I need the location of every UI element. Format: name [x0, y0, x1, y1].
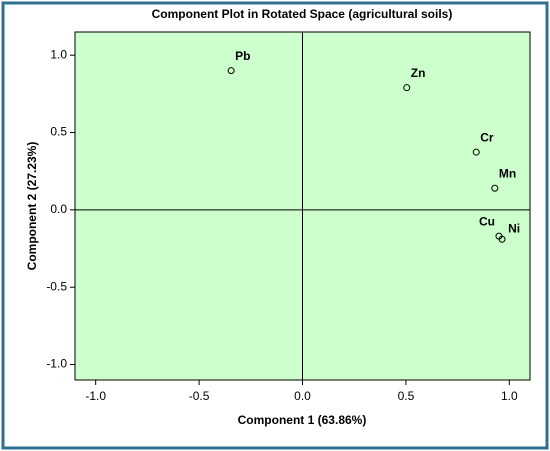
chart-title: Component Plot in Rotated Space (agricul… — [152, 7, 453, 21]
point-label: Zn — [411, 66, 426, 80]
x-tick-label: 1.0 — [501, 389, 518, 403]
point-label: Cr — [480, 130, 494, 144]
x-tick-label: 0.5 — [398, 389, 415, 403]
x-tick-label: -0.5 — [189, 389, 210, 403]
point — [498, 235, 506, 243]
point — [227, 67, 235, 75]
point — [403, 84, 411, 92]
point — [472, 148, 480, 156]
x-tick-label: 0.0 — [294, 389, 311, 403]
y-axis-label: Component 2 (27.23%) — [25, 142, 39, 271]
point-label: Pb — [235, 49, 250, 63]
y-tick-label: 0.5 — [50, 125, 67, 139]
y-tick-label: 1.0 — [50, 47, 67, 61]
point-label: Ni — [508, 221, 520, 235]
x-tick-label: -1.0 — [85, 389, 106, 403]
point-label: Mn — [499, 166, 516, 180]
point-label: Cu — [479, 214, 495, 228]
x-axis-label: Component 1 (63.86%) — [238, 413, 367, 427]
point — [491, 184, 499, 192]
y-tick-label: -0.5 — [46, 279, 67, 293]
y-tick-label: 0.0 — [50, 202, 67, 216]
y-tick-label: -1.0 — [46, 357, 67, 371]
